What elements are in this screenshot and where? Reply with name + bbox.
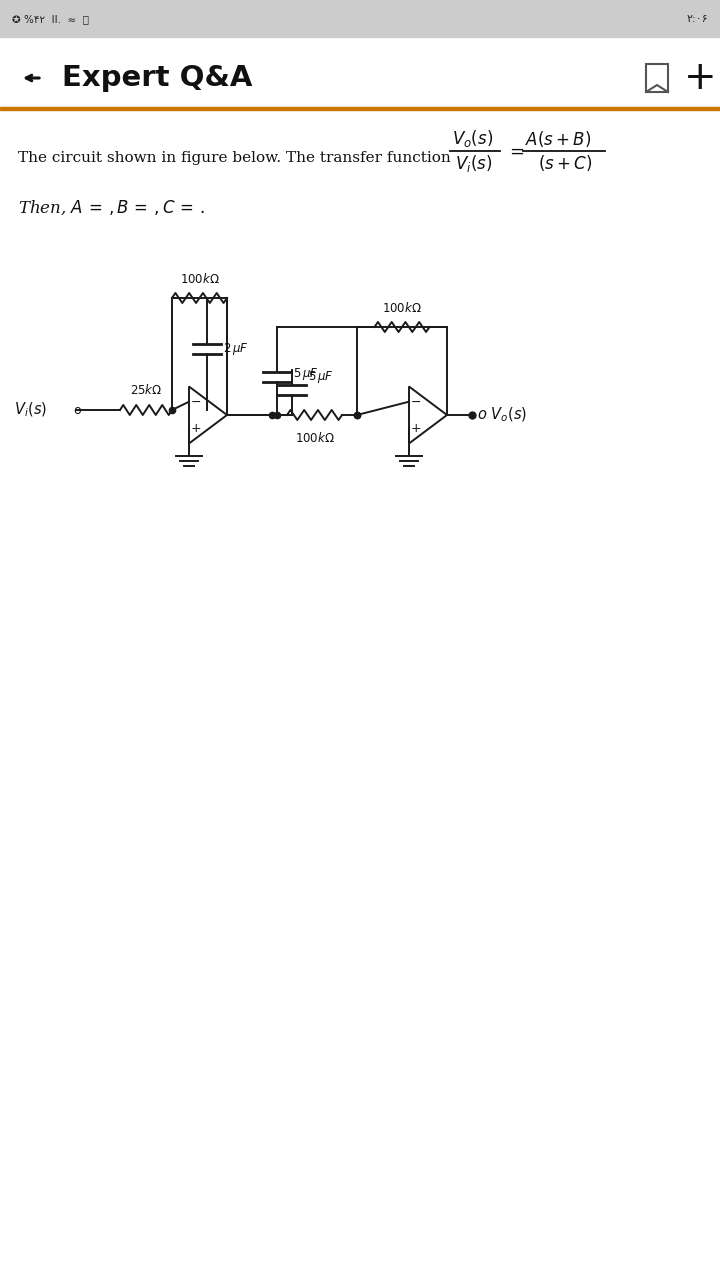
- Text: $+$: $+$: [190, 422, 202, 435]
- Text: $V_i(s)$: $V_i(s)$: [14, 401, 47, 420]
- Text: $5\,\mu F$: $5\,\mu F$: [293, 366, 319, 381]
- Text: $+$: $+$: [410, 422, 421, 435]
- Text: ۲:۰۶: ۲:۰۶: [686, 14, 708, 24]
- Text: o: o: [73, 403, 81, 416]
- Text: $V_o(s)$: $V_o(s)$: [452, 128, 493, 148]
- Text: $(s+C)$: $(s+C)$: [538, 154, 593, 173]
- Text: $100k\Omega$: $100k\Omega$: [382, 301, 422, 315]
- Text: $5\,\mu F$: $5\,\mu F$: [308, 369, 334, 385]
- Text: $V_i(s)$: $V_i(s)$: [455, 154, 492, 174]
- Bar: [0, 106, 720, 110]
- Text: ✪ %۴۲  Ιl.  ≈  Ⓣ: ✪ %۴۲ Ιl. ≈ Ⓣ: [12, 14, 89, 24]
- Text: $A(s+B)$: $A(s+B)$: [525, 129, 591, 148]
- Text: $-$: $-$: [190, 396, 202, 408]
- Text: Expert Q&A: Expert Q&A: [62, 64, 253, 92]
- Text: $100k\Omega$: $100k\Omega$: [294, 431, 334, 445]
- Text: The circuit shown in figure below. The transfer function: The circuit shown in figure below. The t…: [18, 151, 451, 165]
- Text: $=$: $=$: [506, 142, 525, 160]
- Bar: [222, 275, 522, 475]
- Text: +: +: [684, 59, 716, 97]
- Text: $-$: $-$: [410, 396, 421, 408]
- Bar: [0, 0, 720, 37]
- Text: o $V_o(s)$: o $V_o(s)$: [477, 406, 527, 424]
- Bar: [646, 64, 668, 92]
- Text: Then, $A\,=\,,B\,=\,,C\,=\,.$: Then, $A\,=\,,B\,=\,,C\,=\,.$: [18, 198, 205, 218]
- Text: $100k\Omega$: $100k\Omega$: [179, 271, 220, 285]
- Text: $2\,\mu F$: $2\,\mu F$: [223, 340, 248, 357]
- Text: $25k\Omega$: $25k\Omega$: [130, 383, 162, 397]
